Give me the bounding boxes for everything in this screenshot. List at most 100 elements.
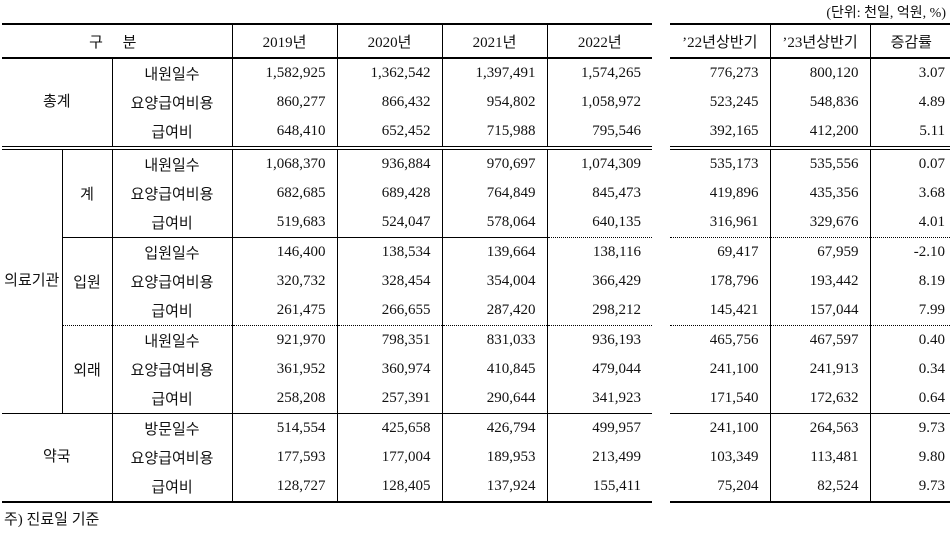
value-cell: 138,534 — [337, 237, 443, 267]
item-label-cell: 급여비 — [112, 472, 233, 503]
value-cell: 8.19 — [918, 273, 946, 289]
value-cell: 523,245 — [670, 88, 771, 117]
item-label-cell: 요양급여비용 — [112, 355, 233, 384]
value-cell: 360,974 — [337, 355, 443, 384]
col-header-2022: 2022년 — [547, 23, 653, 59]
item-label-cell: 요양급여비용 — [112, 88, 233, 117]
value-cell: 954,802 — [442, 88, 548, 117]
table-row: 요양급여비용 860,277 866,432 954,802 1,058,972… — [2, 88, 950, 117]
value-cell: 257,391 — [337, 384, 443, 414]
value-cell: 82,524 — [770, 472, 871, 503]
value-cell: 75,204 — [670, 472, 771, 503]
value-cell: 682,685 — [232, 179, 338, 208]
item-label-cell: 요양급여비용 — [112, 179, 233, 208]
subgroup-cell-outpatient: 외래 — [62, 325, 113, 414]
value-cell: 266,655 — [337, 296, 443, 326]
value-cell: 392,165 — [670, 117, 771, 150]
value-cell: 354,004 — [442, 267, 548, 296]
value-cell: 425,658 — [337, 413, 443, 443]
value-cell: 519,683 — [232, 208, 338, 238]
value-cell: 465,756 — [670, 325, 771, 355]
subgroup-cell-subtotal: 계 — [62, 148, 113, 238]
value-cell: 936,884 — [337, 148, 443, 179]
value-cell: 103,349 — [670, 443, 771, 472]
item-label-cell: 급여비 — [112, 208, 233, 238]
value-cell: 419,896 — [670, 179, 771, 208]
value-cell: 798,351 — [337, 325, 443, 355]
table-gap — [652, 443, 670, 472]
value-cell: 831,033 — [442, 325, 548, 355]
value-cell: 535,556 — [770, 148, 871, 179]
item-label-cell: 내원일수 — [112, 58, 233, 88]
value-cell: 366,429 — [592, 273, 642, 289]
item-label-cell: 내원일수 — [112, 148, 233, 179]
value-cell: 764,849 — [442, 179, 548, 208]
value-cell: 328,454 — [337, 267, 443, 296]
value-cell: 9.80 — [918, 449, 946, 465]
value-cell: 361,952 — [232, 355, 338, 384]
value-cell: 171,540 — [670, 384, 771, 414]
value-cell: 776,273 — [670, 58, 771, 88]
value-cell: 146,400 — [232, 237, 338, 267]
table-row: 급여비 258,208 257,391 290,644 341,923 171,… — [2, 384, 950, 414]
subgroup-cell-inpatient: 입원 — [62, 237, 113, 326]
value-cell: 467,597 — [770, 325, 871, 355]
value-cell: 329,676 — [770, 208, 871, 238]
value-cell: 139,664 — [442, 237, 548, 267]
table-gap — [652, 355, 670, 384]
value-cell: 689,428 — [337, 179, 443, 208]
value-cell: 138,116 — [592, 244, 642, 260]
table-row: 약국 방문일수 514,554 425,658 426,794 499,957 … — [2, 413, 950, 503]
table-gap — [652, 179, 670, 208]
table-row: 요양급여비용 177,593 177,004 189,953 213,499 1… — [2, 443, 950, 472]
table-gap — [652, 472, 670, 502]
value-cell: 648,410 — [232, 117, 338, 150]
value-cell: 189,953 — [442, 443, 548, 472]
value-cell: 320,732 — [232, 267, 338, 296]
table-row: 급여비 648,410 652,452 715,988 795,546 392,… — [2, 117, 950, 150]
table-gap — [652, 414, 670, 444]
table-row: 총계 내원일수 1,582,925 1,362,542 1,397,491 1,… — [2, 58, 950, 150]
col-header-23h1: ’23년상반기 — [770, 23, 871, 59]
value-cell: 435,356 — [770, 179, 871, 208]
value-cell: 479,044 — [592, 361, 642, 377]
value-cell: 4.89 — [918, 94, 946, 110]
value-cell: 177,004 — [337, 443, 443, 472]
item-label-cell: 요양급여비용 — [112, 267, 233, 296]
table-row: 급여비 128,727 128,405 137,924 155,411 75,2… — [2, 472, 950, 503]
value-cell: 1,362,542 — [337, 58, 443, 88]
value-cell: 172,632 — [770, 384, 871, 414]
table-gap — [652, 117, 670, 148]
value-cell: 178,796 — [670, 267, 771, 296]
value-cell: 715,988 — [442, 117, 548, 150]
value-cell: 578,064 — [442, 208, 548, 238]
table-gap — [652, 267, 670, 296]
value-cell: 258,208 — [232, 384, 338, 414]
group-cell-medical: 의료기관 — [2, 148, 63, 414]
value-cell: 9.73 — [870, 472, 950, 503]
value-cell: 1,058,972 — [581, 94, 642, 110]
value-cell: 936,193 — [592, 332, 642, 348]
col-header-change-rate: 증감률 — [870, 23, 950, 59]
value-cell: 970,697 — [442, 148, 548, 179]
table-gap — [652, 148, 670, 179]
data-table: 구 분 2019년 2020년 2021년 2022년 ’22년상반기 ’23년… — [2, 23, 950, 503]
table-row: 요양급여비용 361,952 360,974 410,845 479,044 2… — [2, 355, 950, 384]
value-cell: -2.10 — [913, 244, 946, 260]
table-gap — [652, 88, 670, 117]
value-cell: 652,452 — [337, 117, 443, 150]
value-cell: 145,421 — [670, 296, 771, 326]
value-cell: 410,845 — [442, 355, 548, 384]
value-cell: 241,913 — [770, 355, 871, 384]
value-cell: 341,923 — [547, 384, 653, 414]
value-cell: 241,100 — [670, 355, 771, 384]
value-cell: 316,961 — [670, 208, 771, 238]
value-cell: 1,582,925 — [232, 58, 338, 88]
value-cell: 1,074,309 — [581, 156, 642, 172]
value-cell: 264,563 — [770, 413, 871, 443]
value-cell: 287,420 — [442, 296, 548, 326]
value-cell: 524,047 — [337, 208, 443, 238]
value-cell: 290,644 — [442, 384, 548, 414]
col-header-gubun: 구 분 — [2, 23, 233, 59]
